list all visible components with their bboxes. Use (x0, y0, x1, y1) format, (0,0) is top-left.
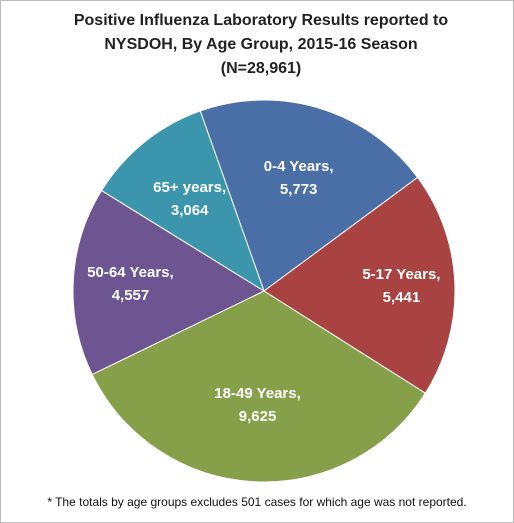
footnote: * The totals by age groups excludes 501 … (47, 495, 467, 509)
pie-slice (91, 290, 427, 483)
chart-subtitle: (N=28,961) (220, 60, 302, 77)
data-label: 65+ years, 3,064 (142, 176, 238, 222)
category-label: 0-4 Years, (263, 157, 334, 175)
data-label: 18-49 Years, 9,625 (210, 382, 306, 428)
value-label: 3,064 (170, 201, 209, 219)
category-label: 50-64 Years, (87, 264, 174, 282)
chart-title: Positive Influenza Laboratory Results re… (73, 12, 449, 53)
pie-slice (100, 110, 265, 293)
pie-slice (72, 189, 266, 376)
value-label: 5,441 (382, 289, 421, 307)
category-label: 5-17 Years, (362, 266, 441, 284)
value-label: 4,557 (111, 287, 150, 305)
value-label: 5,773 (279, 180, 318, 198)
data-label: 0-4 Years, 5,773 (251, 155, 347, 201)
data-label: 5-17 Years, 5,441 (353, 263, 449, 309)
value-label: 9,625 (238, 408, 277, 426)
pie-slice (263, 176, 456, 394)
category-label: 18-49 Years, (214, 385, 301, 403)
data-label: 50-64 Years, 4,557 (82, 261, 178, 307)
chart-title-block: Positive Influenza Laboratory Results re… (41, 9, 481, 81)
category-label: 65+ years, (153, 178, 227, 196)
pie-slice (199, 99, 419, 292)
